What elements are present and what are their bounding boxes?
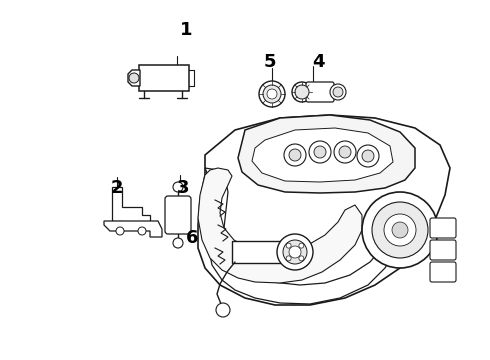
- FancyBboxPatch shape: [306, 82, 334, 102]
- FancyBboxPatch shape: [139, 65, 189, 91]
- Circle shape: [284, 144, 306, 166]
- Circle shape: [116, 227, 124, 235]
- Circle shape: [299, 256, 304, 261]
- Text: 1: 1: [180, 21, 192, 39]
- Circle shape: [283, 240, 307, 264]
- Circle shape: [173, 238, 183, 248]
- Text: 5: 5: [264, 53, 276, 71]
- Polygon shape: [128, 70, 140, 86]
- Polygon shape: [205, 168, 395, 304]
- Circle shape: [263, 85, 281, 103]
- Text: 4: 4: [312, 53, 324, 71]
- Circle shape: [267, 89, 277, 99]
- Text: 6: 6: [186, 229, 198, 247]
- Circle shape: [334, 141, 356, 163]
- Circle shape: [333, 87, 343, 97]
- Circle shape: [392, 222, 408, 238]
- Text: 3: 3: [177, 179, 189, 197]
- FancyBboxPatch shape: [430, 262, 456, 282]
- Circle shape: [372, 202, 428, 258]
- Circle shape: [295, 85, 309, 99]
- Circle shape: [129, 73, 139, 83]
- Circle shape: [216, 303, 230, 317]
- Circle shape: [384, 214, 416, 246]
- Polygon shape: [252, 128, 393, 182]
- Circle shape: [289, 149, 301, 161]
- FancyBboxPatch shape: [165, 196, 191, 234]
- Circle shape: [286, 243, 291, 248]
- Circle shape: [138, 227, 146, 235]
- Circle shape: [289, 246, 301, 258]
- Circle shape: [357, 145, 379, 167]
- Polygon shape: [112, 187, 150, 227]
- Circle shape: [309, 141, 331, 163]
- Circle shape: [362, 192, 438, 268]
- Circle shape: [286, 256, 291, 261]
- FancyBboxPatch shape: [232, 241, 286, 263]
- Circle shape: [277, 234, 313, 270]
- Text: 2: 2: [111, 179, 123, 197]
- Polygon shape: [238, 115, 415, 193]
- Circle shape: [299, 243, 304, 248]
- Circle shape: [173, 182, 183, 192]
- FancyBboxPatch shape: [430, 240, 456, 260]
- Polygon shape: [198, 115, 450, 305]
- Polygon shape: [198, 168, 362, 283]
- Circle shape: [259, 81, 285, 107]
- Circle shape: [330, 84, 346, 100]
- Polygon shape: [104, 221, 162, 237]
- Circle shape: [314, 146, 326, 158]
- Circle shape: [362, 150, 374, 162]
- FancyBboxPatch shape: [430, 218, 456, 238]
- Circle shape: [292, 82, 312, 102]
- Circle shape: [339, 146, 351, 158]
